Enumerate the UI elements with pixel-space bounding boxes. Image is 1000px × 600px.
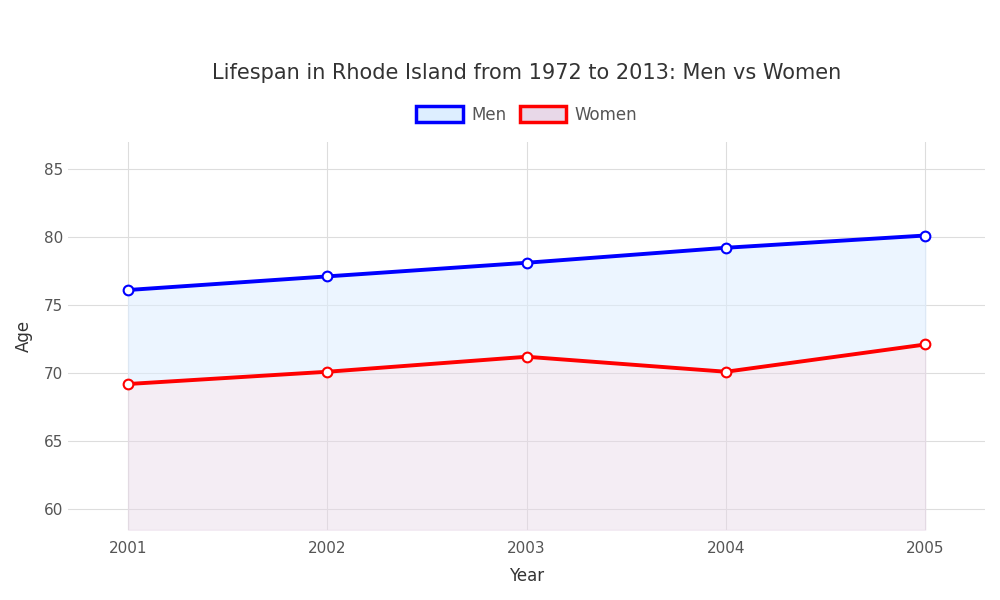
Y-axis label: Age: Age [15, 320, 33, 352]
Legend: Men, Women: Men, Women [409, 100, 644, 131]
X-axis label: Year: Year [509, 567, 544, 585]
Title: Lifespan in Rhode Island from 1972 to 2013: Men vs Women: Lifespan in Rhode Island from 1972 to 20… [212, 63, 841, 83]
